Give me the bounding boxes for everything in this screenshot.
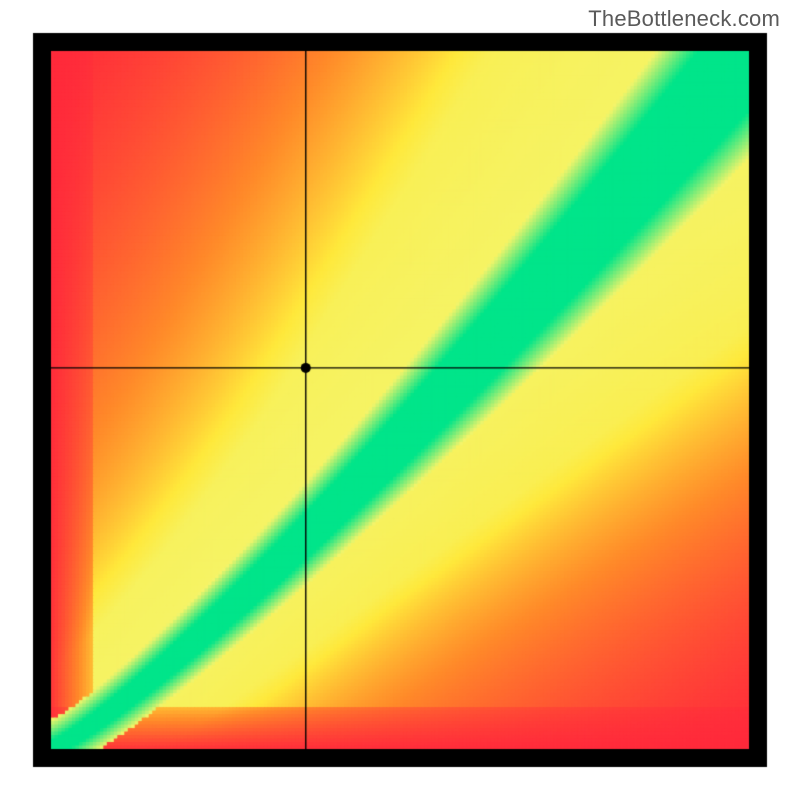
heatmap-canvas [0,0,800,800]
watermark-text: TheBottleneck.com [588,6,780,32]
chart-container: TheBottleneck.com [0,0,800,800]
